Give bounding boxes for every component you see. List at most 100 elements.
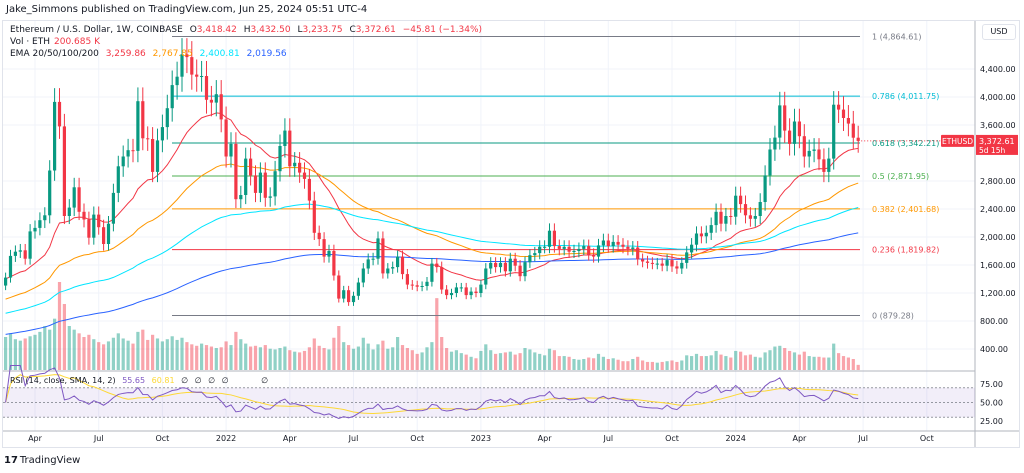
candle-body xyxy=(783,105,787,131)
candle-body xyxy=(464,287,468,296)
candle-body xyxy=(655,263,659,265)
volume-bar xyxy=(685,355,689,370)
volume-bar xyxy=(538,353,542,370)
candle xyxy=(812,138,816,163)
tradingview-logo[interactable]: 17 TradingView xyxy=(4,455,80,466)
candle xyxy=(307,168,311,210)
candle-body xyxy=(400,256,405,275)
volume-bar xyxy=(690,356,694,370)
candle xyxy=(636,241,640,266)
candle xyxy=(278,134,282,182)
volume-bar xyxy=(641,360,645,370)
candle-body xyxy=(724,216,728,224)
candle xyxy=(224,106,228,168)
candle xyxy=(23,243,27,265)
high-label: H xyxy=(243,25,251,35)
candle xyxy=(391,261,395,274)
candle-body xyxy=(249,158,253,176)
volume-bar xyxy=(788,350,792,370)
candle-body xyxy=(327,251,331,257)
candle xyxy=(405,268,409,290)
candle-body xyxy=(665,260,669,266)
volume-bar xyxy=(200,343,204,370)
volume-bar xyxy=(626,361,630,370)
volume-bar xyxy=(312,338,316,370)
volume-bar xyxy=(592,358,596,370)
volume-bar xyxy=(249,346,253,370)
volume-bar xyxy=(773,346,777,370)
candle xyxy=(106,216,111,251)
volume-bar xyxy=(43,326,47,370)
fib-level-label: 0.5 (2,871.95) xyxy=(872,172,929,181)
candle-body xyxy=(528,255,532,263)
candle xyxy=(18,243,22,258)
candle-body xyxy=(704,232,708,237)
candle xyxy=(381,231,385,279)
volume-bar xyxy=(244,343,248,370)
na-value: ∅ xyxy=(208,376,216,385)
volume-bar xyxy=(743,355,748,370)
price-tick-label: 800.00 xyxy=(980,317,1008,326)
volume-bar xyxy=(371,349,375,370)
volume-bar xyxy=(92,339,96,370)
volume-bar xyxy=(209,346,213,370)
ema50-value: 2,767.85 xyxy=(152,49,193,59)
volume-bar xyxy=(729,357,733,370)
rsi-label: RSI (14, close, SMA, 14, 2) xyxy=(10,376,116,385)
volume-bar xyxy=(719,354,723,370)
candle-body xyxy=(106,223,111,244)
volume-bar xyxy=(768,350,772,370)
volume-bar xyxy=(543,355,547,370)
candle-body xyxy=(812,149,816,151)
candle xyxy=(180,38,184,92)
volume-bar xyxy=(332,337,336,370)
candle-body xyxy=(753,216,757,219)
candle xyxy=(611,235,615,253)
candle-body xyxy=(204,76,209,100)
volume-bar xyxy=(739,351,743,370)
candle-body xyxy=(366,259,370,269)
candle xyxy=(714,203,718,233)
candle-body xyxy=(263,172,267,198)
open-value: 3,418.42 xyxy=(196,25,237,35)
volume-bar xyxy=(165,339,169,370)
candle xyxy=(616,235,620,252)
candle xyxy=(449,288,454,300)
candle xyxy=(724,207,728,232)
candle-body xyxy=(97,214,101,228)
ema-legend: EMA 20/50/100/200 3,259.86 2,767.85 2,40… xyxy=(10,49,291,59)
candle xyxy=(410,279,414,290)
candle xyxy=(430,257,434,287)
volume-bar xyxy=(121,338,125,370)
volume-bar xyxy=(587,357,591,370)
candle xyxy=(165,94,169,140)
volume-bar xyxy=(356,346,360,370)
candle-body xyxy=(175,76,179,86)
candle xyxy=(33,220,37,239)
candle xyxy=(513,252,517,272)
candle-body xyxy=(543,246,547,248)
volume-bar xyxy=(253,345,258,370)
candle xyxy=(332,244,336,281)
volume-bar xyxy=(420,352,424,370)
candle xyxy=(136,87,140,163)
candle xyxy=(190,41,194,90)
volume-bar xyxy=(449,351,454,370)
volume-bar xyxy=(263,345,267,370)
volume-bar xyxy=(503,352,507,370)
rsi-tick-label: 50.00 xyxy=(980,399,1003,408)
candle-body xyxy=(23,250,27,259)
ema20-line xyxy=(5,112,859,281)
volume-bar xyxy=(111,337,115,370)
candle xyxy=(807,139,811,168)
candle-body xyxy=(160,127,164,141)
candle xyxy=(209,85,213,117)
candle-body xyxy=(758,202,762,216)
volume-label: Vol · ETH xyxy=(10,37,50,47)
volume-bar xyxy=(435,298,439,370)
volume-bar xyxy=(832,343,836,370)
candle-body xyxy=(38,220,42,228)
volume-bar xyxy=(224,341,228,370)
currency-button[interactable]: USD xyxy=(982,24,1016,40)
